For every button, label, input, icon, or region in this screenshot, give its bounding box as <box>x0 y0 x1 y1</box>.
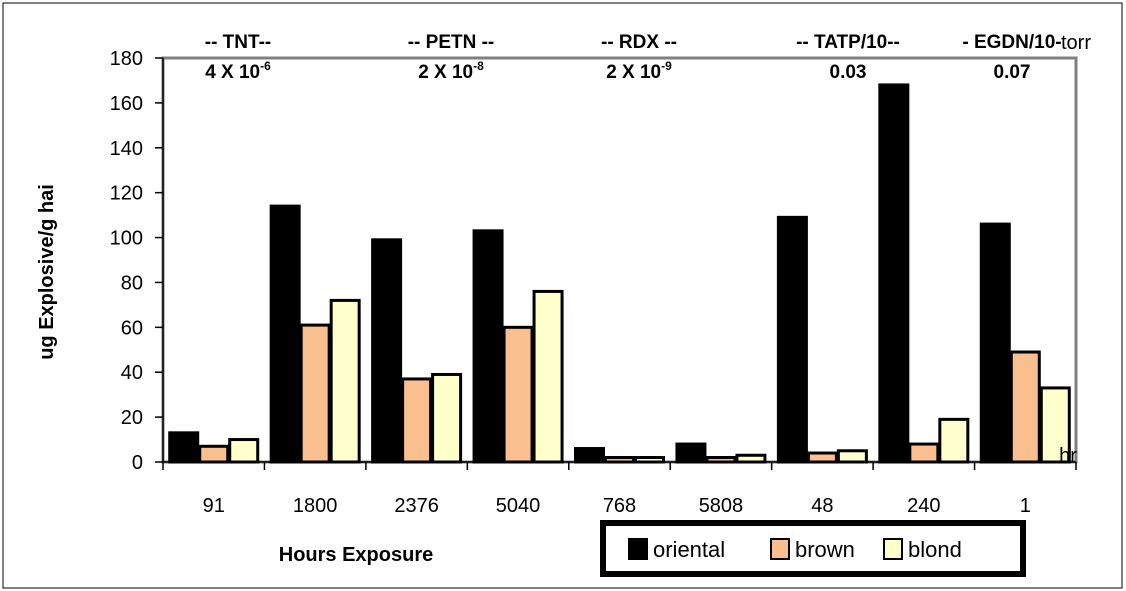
x-tick-label: 5808 <box>699 495 744 517</box>
x-tick-label: 1800 <box>293 495 338 517</box>
bar-oriental <box>878 83 910 464</box>
bar-oriental <box>675 442 707 464</box>
bar-oriental <box>979 222 1011 464</box>
bar-brown <box>806 451 838 464</box>
y-tick-label: 100 <box>110 228 143 250</box>
bar-oriental <box>574 447 605 464</box>
bar-blond <box>532 289 564 464</box>
bar-oriental <box>371 238 403 464</box>
y-axis-label: ug Explosive/g hai <box>36 184 58 360</box>
group-label-name: - EGDN/10- <box>962 32 1061 53</box>
x-tick-label: 48 <box>811 495 833 517</box>
group-label-pressure: 0.03 <box>830 62 867 83</box>
y-tick-label: 40 <box>121 362 143 384</box>
y-tick-label: 20 <box>121 407 143 429</box>
bar-oriental <box>472 229 504 464</box>
bar-blond <box>836 449 868 464</box>
bar-blond <box>329 298 361 464</box>
group-label-pressure: 2 X 10-9 <box>606 59 672 83</box>
group-label-name: -- TNT-- <box>205 32 271 53</box>
y-tick-label: 160 <box>110 93 143 115</box>
legend-swatch-blond <box>883 538 903 560</box>
bar-oriental <box>269 204 301 464</box>
bar-oriental <box>776 215 808 464</box>
bar-blond <box>938 417 970 464</box>
unit-right-label: hr <box>1059 445 1077 467</box>
y-tick-label: 60 <box>121 317 143 339</box>
legend-box <box>600 520 1026 577</box>
x-tick-label: 1 <box>1020 495 1031 517</box>
legend-swatch-brown <box>770 538 790 560</box>
group-label-name: -- PETN -- <box>408 32 495 53</box>
unit-top-label: torr <box>1061 32 1091 54</box>
legend-label-oriental: oriental <box>653 537 725 562</box>
bar-blond <box>228 438 260 464</box>
x-tick-label: 5040 <box>496 495 541 517</box>
y-tick-label: 80 <box>121 272 143 294</box>
y-tick-label: 180 <box>110 48 143 70</box>
legend-label-brown: brown <box>795 537 855 562</box>
x-tick-label: 2376 <box>394 495 439 517</box>
y-tick-label: 0 <box>132 452 143 474</box>
x-axis-label: Hours Exposure <box>279 544 433 566</box>
bar-brown <box>502 325 534 464</box>
group-label-pressure: 4 X 10-6 <box>205 59 271 83</box>
legend: oriental brown blond <box>600 520 1026 577</box>
bar-brown <box>908 442 940 464</box>
group-label-pressure: 2 X 10-8 <box>418 59 484 83</box>
bar-brown <box>401 377 433 464</box>
x-tick-label: 240 <box>907 495 940 517</box>
bar-blond <box>431 372 463 464</box>
bar-brown <box>1009 350 1041 464</box>
x-tick-label: 768 <box>603 495 636 517</box>
bar-brown <box>198 444 230 464</box>
bar-brown <box>299 323 331 464</box>
x-tick-label: 91 <box>203 495 225 517</box>
bar-oriental <box>168 431 200 464</box>
y-tick-label: 120 <box>110 183 143 205</box>
legend-swatch-oriental <box>628 538 648 560</box>
y-tick-label: 140 <box>110 138 143 160</box>
group-label-name: -- TATP/10-- <box>796 32 900 53</box>
bar-blond <box>735 453 767 464</box>
bar-blond <box>1039 386 1071 464</box>
legend-label-blond: blond <box>908 537 962 562</box>
group-label-name: -- RDX -- <box>601 32 677 53</box>
group-label-pressure: 0.07 <box>994 62 1031 83</box>
